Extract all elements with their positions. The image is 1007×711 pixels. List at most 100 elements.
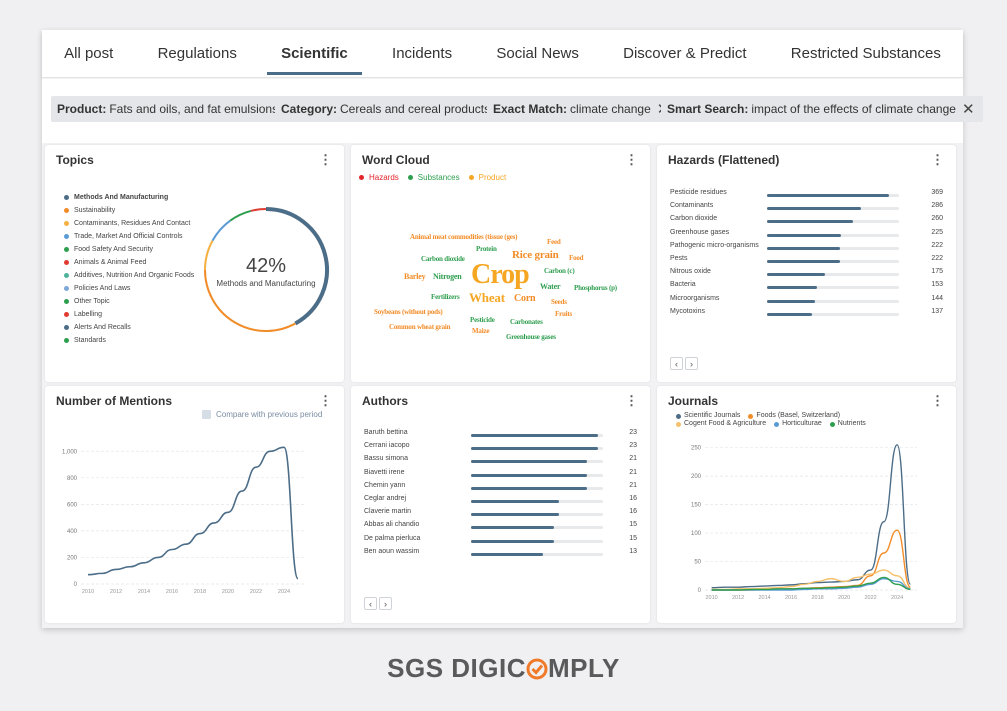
bar-fill (767, 246, 841, 250)
topic-legend-item[interactable]: Additives, Nutrition And Organic Foods (64, 269, 194, 282)
word-cloud-word[interactable]: Barley (404, 272, 426, 281)
word-cloud-word[interactable]: Seeds (551, 298, 567, 306)
topic-legend-item[interactable]: Methods And Manufacturing (64, 191, 194, 204)
legend-label: Hazards (369, 173, 399, 182)
next-page-button[interactable]: › (685, 357, 698, 370)
word-cloud-word[interactable]: Phosphorus (p) (574, 284, 617, 292)
topic-legend-item[interactable]: Food Safety And Security (64, 243, 194, 256)
word-cloud-word[interactable]: Nitrogen (433, 272, 462, 281)
word-cloud-word[interactable]: Common wheat grain (389, 323, 451, 331)
bar-row[interactable]: Microorganisms 144 (657, 295, 956, 308)
more-options-icon[interactable]: ⋮ (319, 393, 332, 408)
topic-legend-item[interactable]: Standards (64, 334, 194, 347)
series-line[interactable] (87, 446, 299, 580)
bar-row[interactable]: Ben aoun wassim 13 (351, 548, 650, 561)
compare-toggle[interactable]: Compare with previous period (202, 410, 322, 419)
word-cloud-word[interactable]: Animal meat commodities (tissue (ges) (410, 233, 518, 241)
dot-icon (676, 421, 681, 427)
word-cloud-word[interactable]: Maize (472, 327, 490, 335)
prev-page-button[interactable]: ‹ (670, 357, 683, 370)
word-cloud-word[interactable]: Pesticide (470, 316, 495, 324)
word-cloud-word[interactable]: Greenhouse gases (506, 333, 556, 341)
series-line[interactable] (711, 444, 912, 589)
bar-row[interactable]: Mycotoxins 137 (657, 308, 956, 321)
bar-row[interactable]: Bacteria 153 (657, 281, 956, 294)
topic-legend-item[interactable]: Trade, Market And Official Controls (64, 230, 194, 243)
bar-row[interactable]: Cerrani iacopo 23 (351, 442, 650, 455)
more-options-icon[interactable]: ⋮ (931, 152, 944, 167)
series-line[interactable] (711, 529, 912, 591)
bar-fill (767, 207, 862, 211)
bar-track (767, 220, 899, 224)
bar-row[interactable]: Carbon dioxide 260 (657, 215, 956, 228)
tab-scientific[interactable]: Scientific (267, 33, 362, 75)
tab-incidents[interactable]: Incidents (392, 44, 453, 62)
donut-segment[interactable] (204, 269, 296, 332)
bar-row[interactable]: De palma pierluca 15 (351, 535, 650, 548)
more-options-icon[interactable]: ⋮ (319, 152, 332, 167)
donut-segment[interactable] (211, 219, 231, 242)
journal-legend-item[interactable]: Nutrients (829, 420, 866, 428)
more-options-icon[interactable]: ⋮ (625, 152, 638, 167)
bar-row[interactable]: Ceglar andrej 16 (351, 495, 650, 508)
bar-row[interactable]: Pesticide residues 369 (657, 189, 956, 202)
donut-segment[interactable] (250, 208, 267, 212)
journal-legend-item[interactable]: Cogent Food & Agriculture (676, 420, 766, 428)
donut-segment[interactable] (265, 207, 329, 326)
bar-row[interactable]: Baruth bettina 23 (351, 429, 650, 442)
series-line[interactable] (711, 569, 911, 591)
topic-legend-item[interactable]: Sustainability (64, 204, 194, 217)
bar-row[interactable]: Contaminants 286 (657, 202, 956, 215)
bar-value: 21 (629, 455, 637, 463)
series-line[interactable] (711, 576, 911, 591)
word-cloud-word[interactable]: Corn (514, 293, 536, 304)
word-cloud-word[interactable]: Soybeans (without pods) (374, 308, 443, 316)
word-cloud-word[interactable]: Fertilizers (431, 293, 460, 301)
topic-legend-item[interactable]: Policies And Laws (64, 282, 194, 295)
bar-row[interactable]: Abbas ali chandio 15 (351, 521, 650, 534)
bar-row[interactable]: Pests 222 (657, 255, 956, 268)
bar-row[interactable]: Nitrous oxide 175 (657, 268, 956, 281)
word-cloud-word[interactable]: Water (540, 282, 561, 291)
filter-chip-exact-match: Exact Match: climate change ✕ (487, 96, 678, 122)
word-cloud-word[interactable]: Carbon dioxide (421, 255, 465, 263)
word-cloud-word[interactable]: Carbon (c) (544, 267, 575, 275)
word-cloud-word[interactable]: Rice grain (512, 249, 559, 261)
topic-legend-item[interactable]: Labelling (64, 308, 194, 321)
word-cloud-word[interactable]: Carbonates (510, 318, 543, 326)
word-cloud-word[interactable]: Fruits (555, 310, 573, 318)
bar-value: 21 (629, 468, 637, 476)
topic-legend-item[interactable]: Other Topic (64, 295, 194, 308)
word-cloud-word[interactable]: Feed (547, 238, 561, 246)
prev-page-button[interactable]: ‹ (364, 597, 377, 610)
word-cloud-word[interactable]: Wheat (469, 290, 505, 305)
topic-legend-item[interactable]: Contaminants, Residues And Contact (64, 217, 194, 230)
bar-row[interactable]: Greenhouse gases 225 (657, 229, 956, 242)
bar-row[interactable]: Bassu simona 21 (351, 455, 650, 468)
word-cloud-word[interactable]: Crop (471, 259, 530, 290)
more-options-icon[interactable]: ⋮ (931, 393, 944, 408)
tab-social-news[interactable]: Social News (496, 44, 579, 62)
journal-legend-item[interactable]: Horticulturae (774, 420, 822, 428)
topic-legend-item[interactable]: Animals & Animal Feed (64, 256, 194, 269)
next-page-button[interactable]: › (379, 597, 392, 610)
donut-segment[interactable] (229, 209, 252, 222)
donut-segment[interactable] (204, 240, 214, 271)
bar-row[interactable]: Claverie martin 16 (351, 508, 650, 521)
tab-all-post[interactable]: All post (64, 44, 114, 62)
bar-row[interactable]: Chemin yann 21 (351, 482, 650, 495)
tab-discover-predict[interactable]: Discover & Predict (623, 44, 747, 62)
bar-row[interactable]: Biavetti irene 21 (351, 469, 650, 482)
tab-regulations[interactable]: Regulations (157, 44, 237, 62)
checkbox[interactable] (202, 410, 211, 419)
word-cloud-word[interactable]: Protein (476, 245, 497, 253)
topic-legend-item[interactable]: Alerts And Recalls (64, 321, 194, 334)
more-options-icon[interactable]: ⋮ (625, 393, 638, 408)
tab-restricted-substances[interactable]: Restricted Substances (790, 44, 941, 62)
word-cloud-word[interactable]: Food (569, 254, 584, 262)
journal-legend-item[interactable]: Scientific Journals (676, 412, 740, 420)
close-icon[interactable]: ✕ (961, 100, 975, 118)
bar-row[interactable]: Pathogenic micro-organisms 222 (657, 242, 956, 255)
journal-legend-item[interactable]: Foods (Basel, Switzerland) (748, 412, 840, 420)
bar-value: 286 (931, 202, 943, 210)
